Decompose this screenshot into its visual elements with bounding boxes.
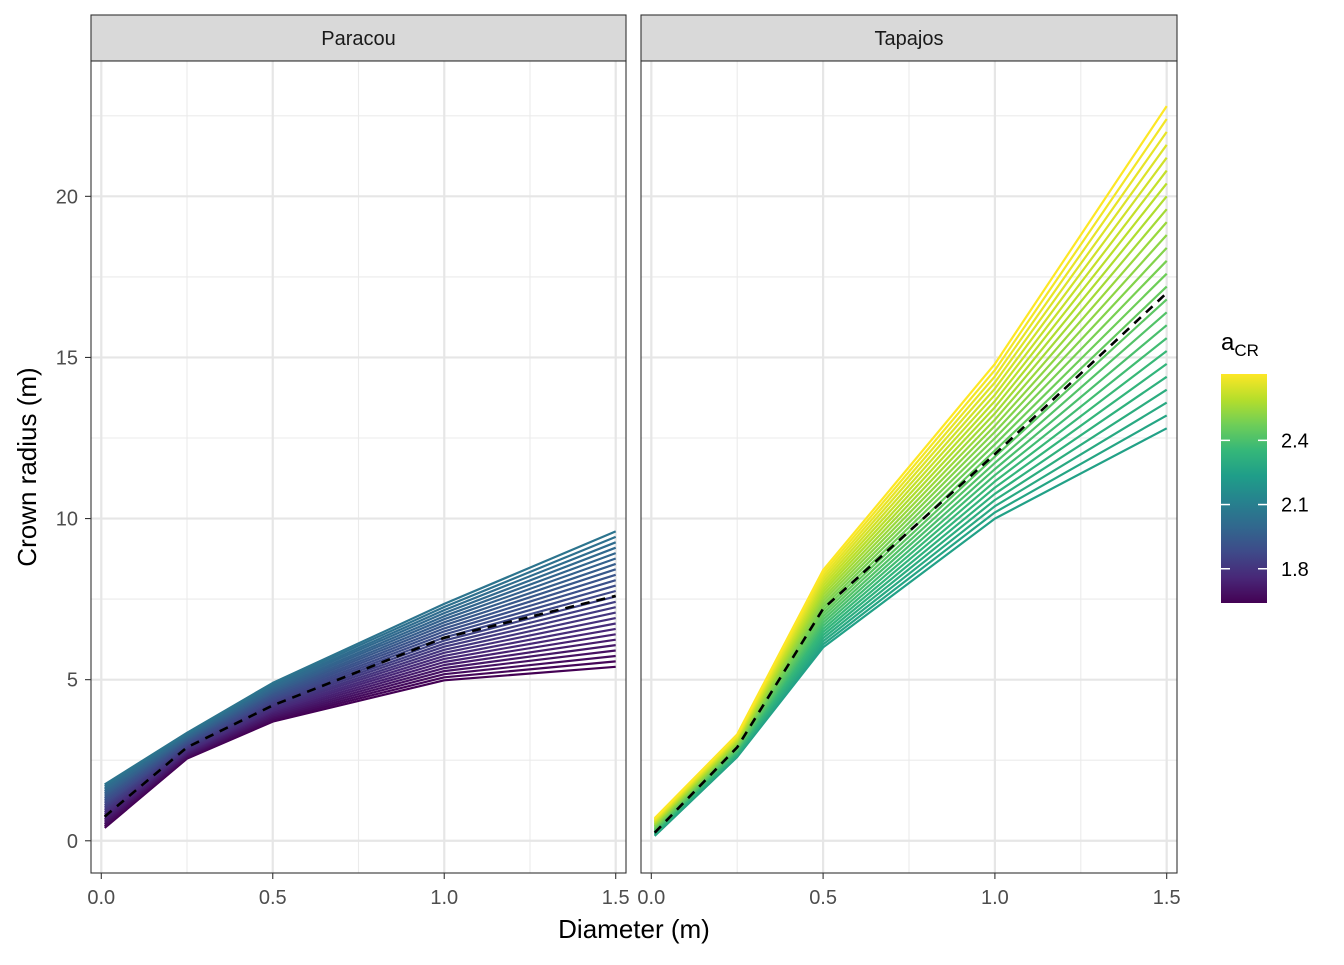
x-axis-title: Diameter (m) <box>558 914 710 944</box>
panel-tapajos: Tapajos <box>640 14 1178 874</box>
panel-paracou: Paracou <box>90 14 627 874</box>
panel-strip <box>90 14 627 62</box>
series-line <box>104 535 617 788</box>
x-tick-label: 1.5 <box>1153 887 1181 909</box>
x-axis-paracou: 0.0 0.5 1.0 1.5 <box>87 873 630 909</box>
x-axis-tapajos: 0.0 0.5 1.0 1.5 <box>637 873 1181 909</box>
panel-border <box>640 60 1178 874</box>
legend-tick-label: 2.1 <box>1281 495 1309 517</box>
legend-colorbar <box>1221 374 1267 603</box>
lines-layer <box>103 530 617 829</box>
legend-ticks: 1.8 2.1 2.4 <box>1221 430 1309 581</box>
mean-dashed-line <box>103 594 617 818</box>
panel-strip-label: Tapajos <box>875 28 944 50</box>
y-axis: 0 5 10 15 20 <box>56 186 91 853</box>
y-axis-title: Crown radius (m) <box>12 367 42 566</box>
series-line <box>104 530 617 786</box>
y-tick-label: 5 <box>67 670 78 692</box>
series-line <box>653 105 1168 819</box>
x-tick-label: 0.0 <box>87 887 115 909</box>
y-tick-label: 20 <box>56 186 78 208</box>
legend-title-main: a <box>1221 329 1235 356</box>
legend-tick-label: 1.8 <box>1281 559 1309 581</box>
color-legend: aCR 1.8 2.1 2.4 <box>1221 329 1309 603</box>
legend-tick-label: 2.4 <box>1281 430 1309 452</box>
series-line <box>104 568 617 798</box>
y-tick-label: 15 <box>56 347 78 369</box>
legend-title-sub: CR <box>1234 341 1259 360</box>
panel-strip <box>640 14 1178 62</box>
x-tick-label: 0.5 <box>259 887 287 909</box>
y-tick-label: 10 <box>56 509 78 531</box>
x-tick-label: 1.5 <box>602 887 630 909</box>
panel-strip-label: Paracou <box>321 28 396 50</box>
x-tick-label: 0.0 <box>637 887 665 909</box>
grid-layer <box>641 61 1177 873</box>
y-tick-label: 0 <box>67 831 78 853</box>
legend-title: aCR <box>1221 329 1259 360</box>
grid-layer <box>91 61 626 873</box>
lines-layer <box>653 105 1168 837</box>
x-tick-label: 0.5 <box>809 887 837 909</box>
x-tick-label: 1.0 <box>430 887 458 909</box>
x-tick-label: 1.0 <box>981 887 1009 909</box>
panel-border <box>90 60 627 874</box>
